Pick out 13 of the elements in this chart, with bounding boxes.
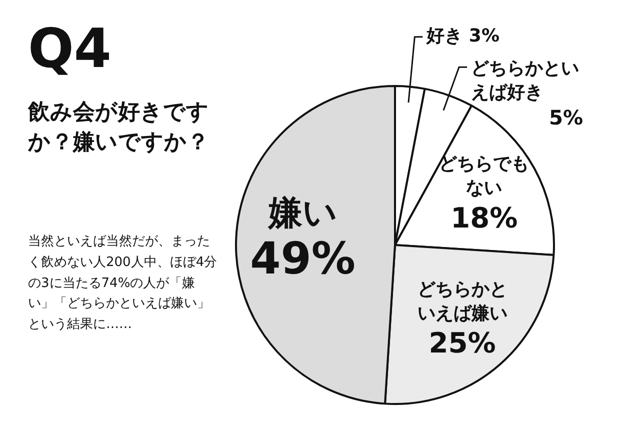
- slice-label: 好き: [426, 26, 463, 47]
- data-label: 18%: [450, 201, 518, 234]
- slice-label: どちらでもない: [439, 154, 530, 199]
- slice-label: どちらかといえば嫌い: [417, 279, 508, 324]
- slice-label: どちらかといえば好き: [471, 58, 580, 103]
- text: 飲み会が好きですか？嫌いですか？: [28, 99, 210, 157]
- slice-label: 嫌い: [267, 192, 338, 233]
- data-label: 49%: [250, 234, 356, 285]
- chart-title: Q4: [28, 17, 112, 80]
- data-label: 3%: [468, 26, 500, 47]
- data-label: 25%: [428, 326, 496, 360]
- text: 当然といえば当然だが、まったく飲めない人200人中、ほぼ4分の3に当たる74%の人が「嫌い」「どちらかといえば嫌い」という結果に……: [28, 233, 218, 334]
- data-label: 5%: [549, 105, 584, 130]
